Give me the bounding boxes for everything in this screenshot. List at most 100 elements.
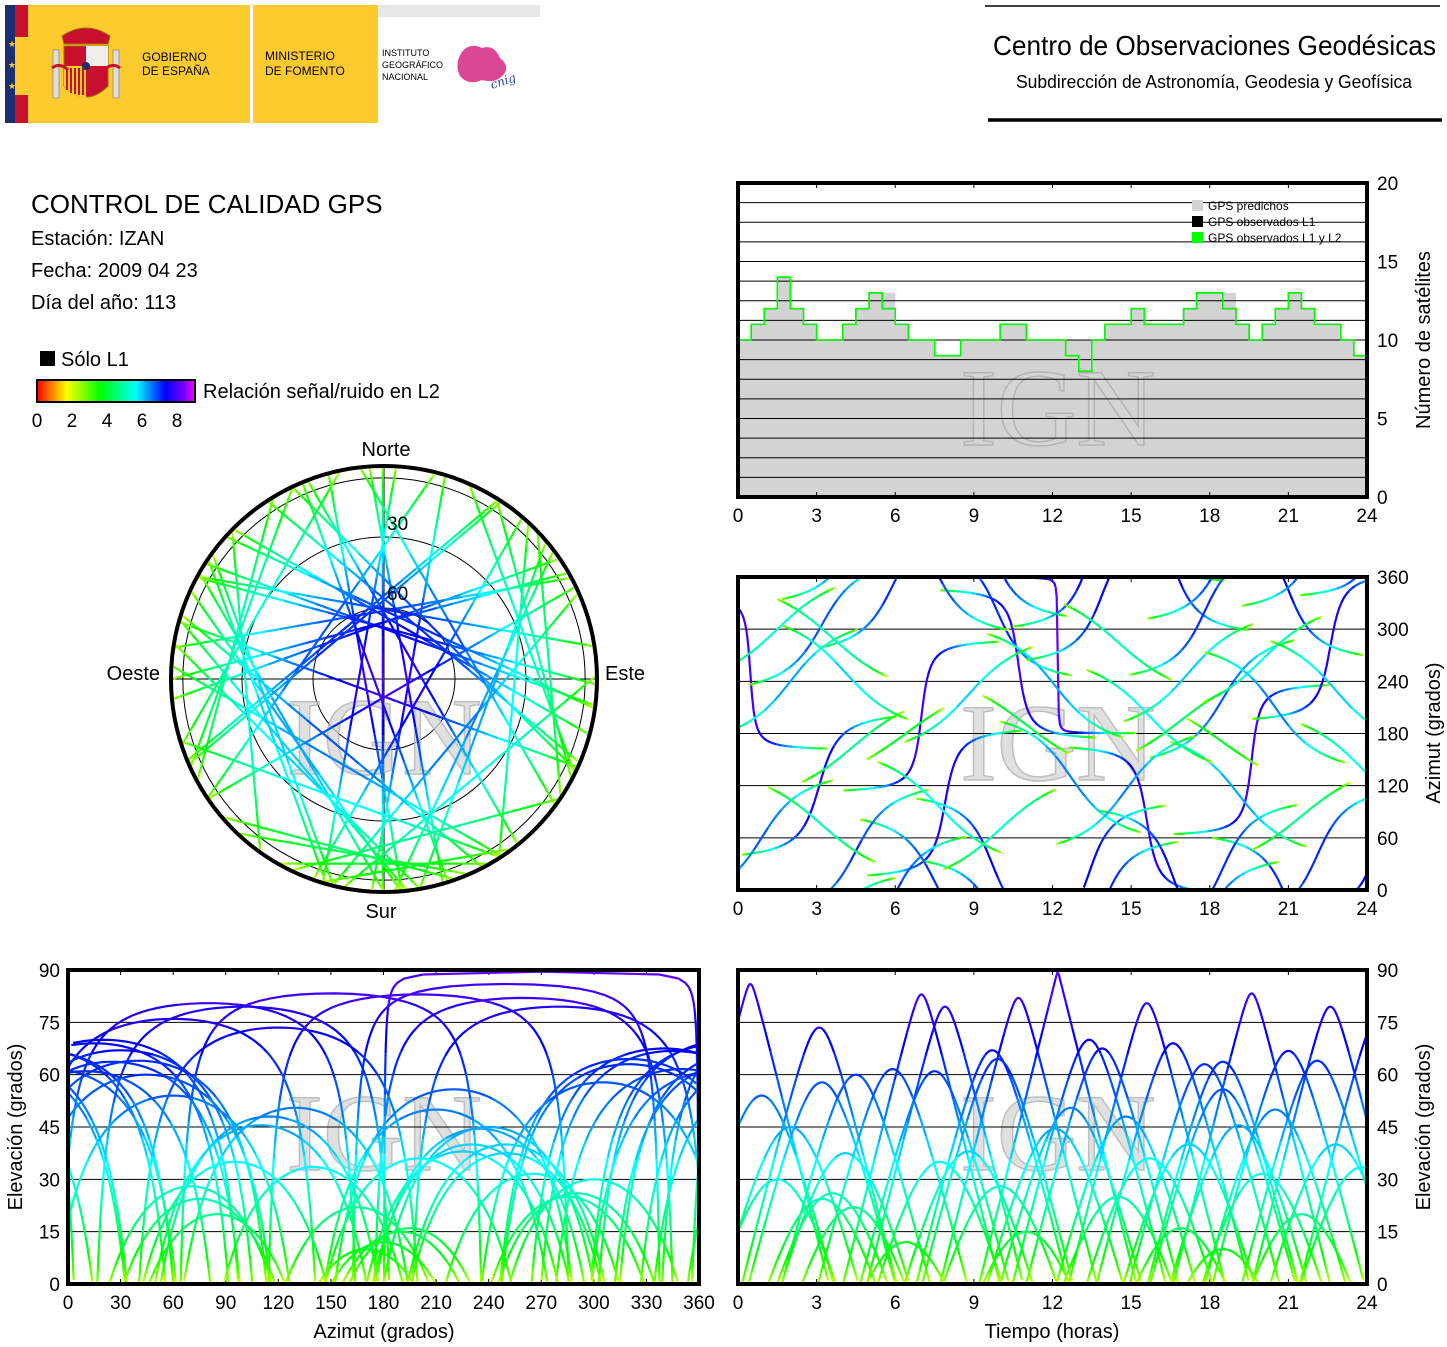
track-segment bbox=[529, 651, 543, 685]
track-segment bbox=[532, 1218, 539, 1234]
track-segment bbox=[235, 583, 240, 599]
track-segment bbox=[888, 1176, 896, 1194]
track-segment bbox=[314, 854, 320, 864]
track-segment bbox=[769, 847, 775, 851]
track-segment bbox=[515, 1120, 531, 1143]
track-segment bbox=[967, 591, 972, 595]
track-segment bbox=[283, 502, 289, 511]
x-tick-label: 9 bbox=[969, 899, 980, 920]
track-segment bbox=[799, 592, 804, 596]
track-segment bbox=[1219, 826, 1226, 830]
track-segment bbox=[233, 1238, 240, 1248]
track-segment bbox=[955, 869, 962, 875]
track-segment bbox=[1181, 738, 1186, 742]
track-segment bbox=[847, 726, 854, 732]
track-segment bbox=[536, 1190, 546, 1205]
track-segment bbox=[940, 1053, 948, 1075]
satellite-pass-track bbox=[986, 632, 1123, 739]
track-segment bbox=[817, 782, 821, 787]
track-segment bbox=[347, 1171, 356, 1188]
track-segment bbox=[218, 573, 224, 583]
track-segment bbox=[317, 868, 321, 872]
track-segment bbox=[752, 851, 756, 855]
track-segment bbox=[997, 1277, 1001, 1282]
track-segment bbox=[573, 757, 577, 761]
track-segment bbox=[762, 678, 767, 682]
track-segment bbox=[1250, 760, 1255, 764]
track-segment bbox=[180, 620, 185, 625]
track-segment bbox=[266, 1247, 274, 1258]
track-segment bbox=[981, 1214, 987, 1228]
track-segment bbox=[204, 610, 211, 619]
track-segment bbox=[1273, 861, 1277, 864]
track-segment bbox=[1120, 688, 1131, 698]
track-segment bbox=[1135, 749, 1138, 752]
track-segment bbox=[1169, 677, 1172, 681]
track-segment bbox=[887, 720, 923, 747]
track-segment bbox=[470, 1204, 481, 1220]
track-segment bbox=[258, 551, 268, 557]
track-segment bbox=[498, 548, 506, 558]
track-segment bbox=[172, 1185, 208, 1191]
track-segment bbox=[186, 655, 192, 661]
track-segment bbox=[562, 1205, 570, 1219]
track-segment bbox=[820, 766, 828, 773]
track-segment bbox=[265, 513, 271, 522]
track-segment bbox=[1048, 1095, 1056, 1117]
track-segment bbox=[472, 518, 481, 527]
track-segment bbox=[137, 1238, 145, 1249]
track-segment bbox=[486, 1156, 510, 1174]
track-segment bbox=[990, 664, 1000, 673]
track-segment bbox=[565, 1117, 575, 1137]
track-segment bbox=[420, 760, 425, 775]
track-segment bbox=[1322, 590, 1328, 594]
track-segment bbox=[1164, 751, 1169, 755]
track-segment bbox=[119, 1241, 127, 1253]
track-segment bbox=[182, 623, 186, 627]
track-segment bbox=[1072, 607, 1077, 612]
track-segment bbox=[778, 670, 785, 676]
track-segment bbox=[308, 1230, 316, 1244]
track-segment bbox=[994, 701, 1002, 708]
track-segment bbox=[292, 592, 307, 597]
track-segment bbox=[806, 588, 812, 593]
track-segment bbox=[840, 1075, 849, 1099]
track-segment bbox=[387, 856, 395, 864]
track-segment bbox=[223, 646, 240, 673]
track-segment bbox=[879, 717, 883, 721]
track-segment bbox=[795, 1054, 805, 1078]
track-segment bbox=[401, 568, 417, 581]
track-segment bbox=[578, 1258, 582, 1267]
track-segment bbox=[343, 822, 353, 836]
track-segment bbox=[1261, 864, 1266, 868]
track-segment bbox=[893, 1277, 898, 1283]
track-segment bbox=[348, 1264, 354, 1272]
track-segment bbox=[453, 655, 473, 668]
track-segment bbox=[694, 1187, 698, 1201]
track-segment bbox=[570, 1277, 573, 1282]
track-segment bbox=[299, 494, 306, 500]
track-segment bbox=[350, 823, 362, 836]
track-segment bbox=[1190, 587, 1218, 638]
track-segment bbox=[197, 773, 201, 777]
track-segment bbox=[308, 1200, 313, 1218]
track-segment bbox=[952, 644, 959, 649]
track-segment bbox=[178, 1002, 241, 1006]
track-segment bbox=[1311, 746, 1318, 752]
track-segment bbox=[654, 1268, 658, 1273]
track-segment bbox=[231, 1215, 253, 1231]
track-segment bbox=[184, 1269, 188, 1274]
track-segment bbox=[1054, 731, 1060, 735]
track-segment bbox=[187, 629, 194, 636]
track-segment bbox=[543, 1239, 547, 1249]
track-segment bbox=[844, 631, 849, 636]
track-segment bbox=[956, 681, 981, 708]
track-segment bbox=[364, 1074, 374, 1100]
track-segment bbox=[232, 546, 236, 556]
track-segment bbox=[523, 1229, 531, 1241]
track-segment bbox=[962, 741, 971, 749]
track-segment bbox=[385, 1003, 390, 1029]
track-segment bbox=[1160, 848, 1179, 889]
track-segment bbox=[887, 765, 892, 770]
track-segment bbox=[257, 540, 263, 555]
